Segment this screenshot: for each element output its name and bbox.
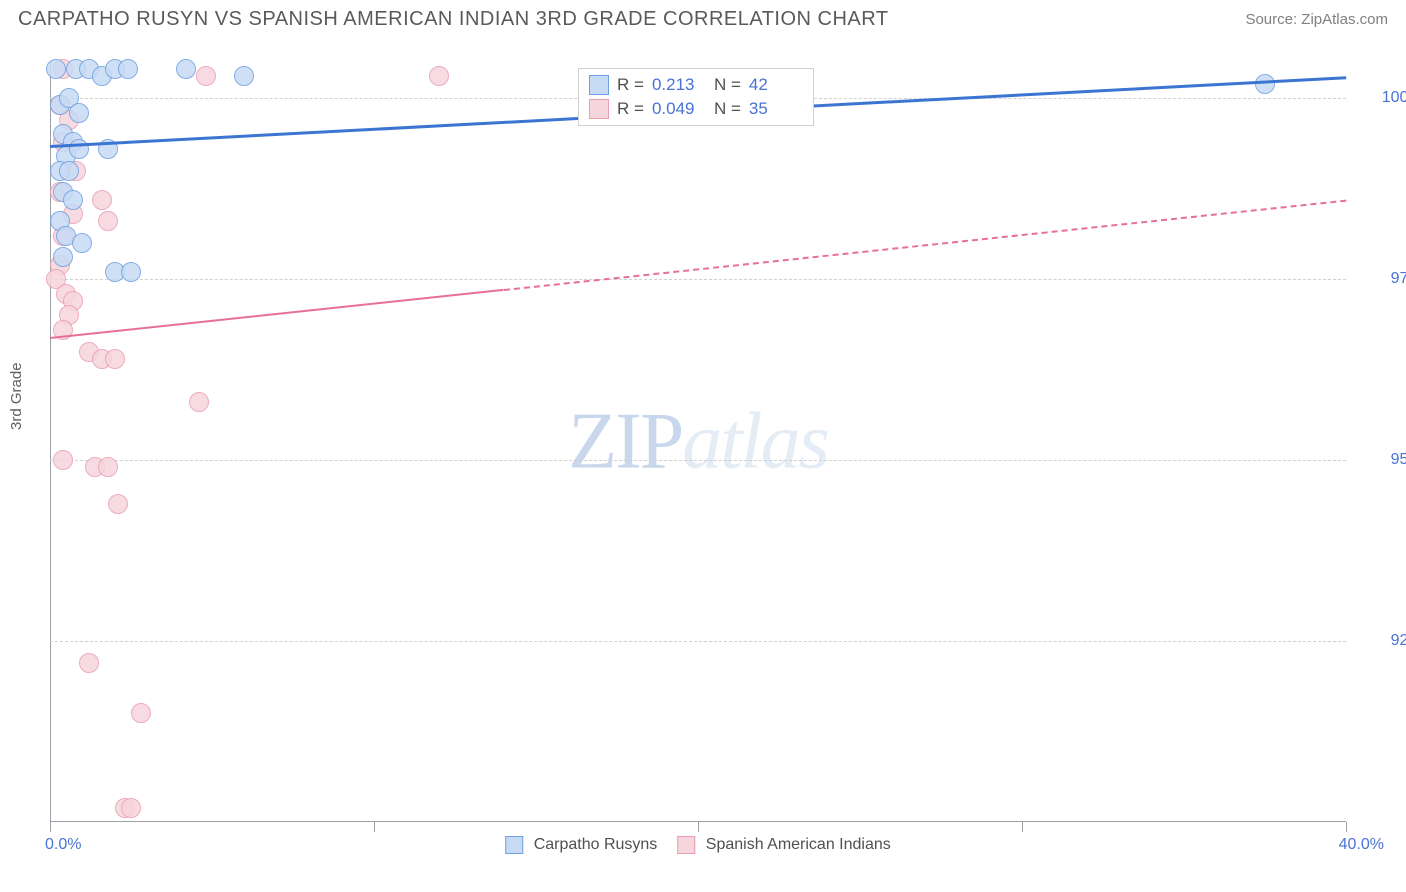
scatter-point: [131, 703, 151, 723]
stat-r-value-pink: 0.049: [652, 99, 706, 119]
x-axis-tick-label-first: 0.0%: [45, 836, 81, 854]
legend-bottom: Carpatho Rusyns Spanish American Indians: [505, 836, 891, 854]
regression-line: [503, 200, 1346, 291]
scatter-point: [196, 66, 216, 86]
legend-label-blue: Carpatho Rusyns: [534, 836, 658, 853]
x-axis-tick: [698, 822, 699, 832]
watermark: ZIPatlas: [568, 397, 828, 488]
y-axis-tick-label: 95.0%: [1356, 451, 1406, 469]
grid-line: [50, 641, 1346, 642]
legend-item-blue: Carpatho Rusyns: [505, 836, 657, 854]
y-axis-tick-label: 92.5%: [1356, 632, 1406, 650]
stat-r-label: R =: [617, 75, 644, 95]
scatter-point: [176, 59, 196, 79]
y-axis-tick-label: 100.0%: [1356, 89, 1406, 107]
scatter-point: [72, 233, 92, 253]
stat-n-value-blue: 42: [749, 75, 803, 95]
legend-label-pink: Spanish American Indians: [706, 836, 891, 853]
y-axis-label: 3rd Grade: [8, 362, 25, 430]
stat-r-label: R =: [617, 99, 644, 119]
stats-row-blue: R = 0.213 N = 42: [585, 73, 807, 97]
grid-line: [50, 279, 1346, 280]
source-label: Source: ZipAtlas.com: [1245, 11, 1388, 28]
x-axis-tick-label-last: 40.0%: [1339, 836, 1384, 854]
legend-swatch-blue-icon: [589, 75, 609, 95]
scatter-point: [429, 66, 449, 86]
scatter-point: [234, 66, 254, 86]
scatter-point: [189, 392, 209, 412]
scatter-point: [63, 190, 83, 210]
legend-item-pink: Spanish American Indians: [677, 836, 890, 854]
chart-plot-area: ZIPatlas 92.5%95.0%97.5%100.0% 0.0% 40.0…: [50, 62, 1346, 822]
scatter-point: [59, 161, 79, 181]
legend-swatch-pink-icon: [589, 99, 609, 119]
y-axis-tick-label: 97.5%: [1356, 270, 1406, 288]
scatter-point: [69, 139, 89, 159]
stat-n-value-pink: 35: [749, 99, 803, 119]
chart-title: CARPATHO RUSYN VS SPANISH AMERICAN INDIA…: [18, 8, 889, 31]
scatter-point: [118, 59, 138, 79]
scatter-point: [46, 59, 66, 79]
stat-n-label: N =: [714, 75, 741, 95]
legend-swatch-pink-icon: [677, 836, 695, 854]
scatter-point: [121, 262, 141, 282]
legend-swatch-blue-icon: [505, 836, 523, 854]
x-axis-tick: [50, 822, 51, 832]
watermark-zip: ZIP: [568, 398, 682, 486]
stat-n-label: N =: [714, 99, 741, 119]
statistics-box: R = 0.213 N = 42 R = 0.049 N = 35: [578, 68, 814, 126]
scatter-point: [69, 103, 89, 123]
scatter-point: [79, 653, 99, 673]
x-axis-tick: [374, 822, 375, 832]
scatter-point: [105, 349, 125, 369]
scatter-point: [53, 247, 73, 267]
regression-line: [50, 289, 504, 339]
scatter-point: [92, 190, 112, 210]
scatter-point: [98, 457, 118, 477]
grid-line: [50, 460, 1346, 461]
scatter-point: [98, 211, 118, 231]
chart-header: CARPATHO RUSYN VS SPANISH AMERICAN INDIA…: [0, 0, 1406, 35]
watermark-atlas: atlas: [682, 398, 828, 486]
stat-r-value-blue: 0.213: [652, 75, 706, 95]
x-axis-tick: [1346, 822, 1347, 832]
scatter-point: [108, 494, 128, 514]
scatter-point: [121, 798, 141, 818]
stats-row-pink: R = 0.049 N = 35: [585, 97, 807, 121]
scatter-point: [53, 450, 73, 470]
x-axis-tick: [1022, 822, 1023, 832]
